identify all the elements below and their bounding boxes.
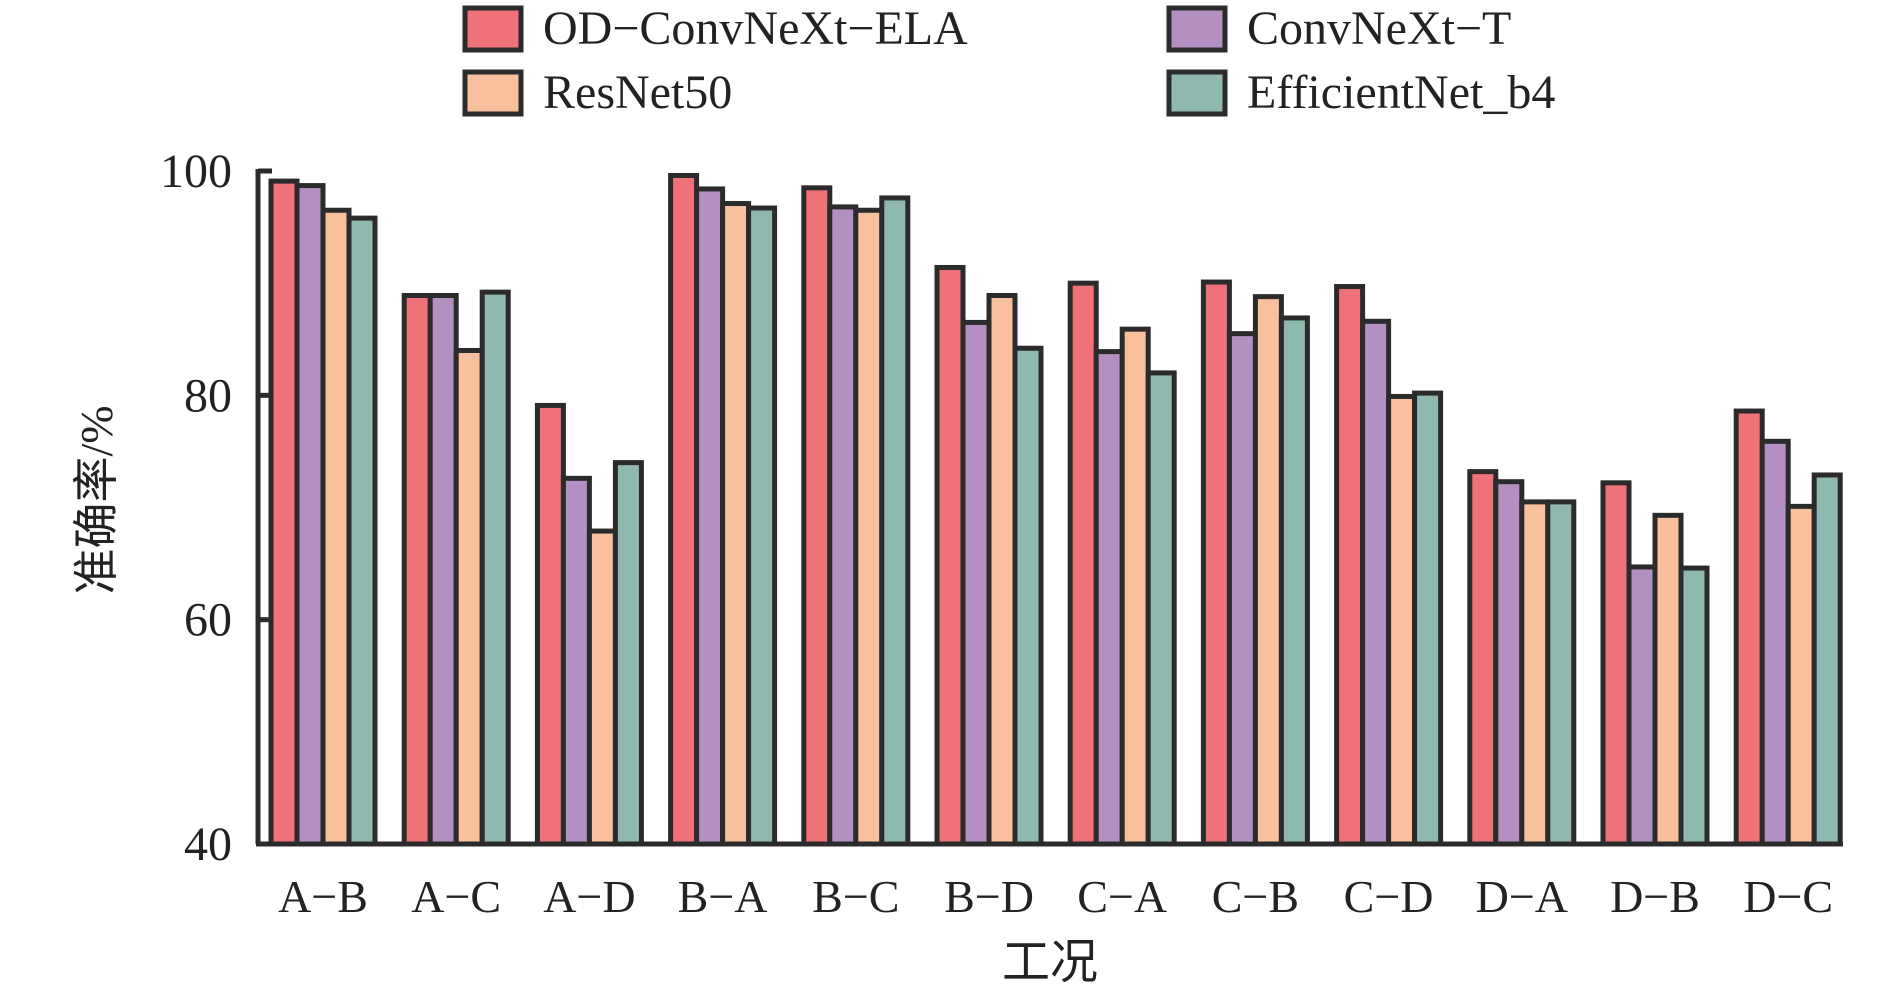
bar-B−C-OD−ConvNeXt−ELA (801, 185, 833, 847)
bar-A−B-ResNet50 (320, 207, 352, 847)
bar-A−D-ResNet50 (586, 528, 618, 847)
axes: A−B A−C A−D B−A B−C B−D C−A C−B C−D D−A D−B D−C 40 60… (160, 145, 1843, 922)
bar-B−A-ResNet50 (720, 201, 752, 847)
bar-D−A-EfficientNet_b4 (1545, 499, 1577, 847)
x-tick-label: C−D (1344, 871, 1434, 922)
y-axis-label: 准确率/% (71, 405, 122, 594)
bar-C−D-ConvNeXt−T (1360, 318, 1392, 847)
y-tick-label: 40 (184, 818, 232, 871)
y-tick-label: 60 (184, 594, 232, 647)
legend-swatch (462, 5, 524, 53)
bar-C−B-ResNet50 (1252, 294, 1284, 847)
bar-D−C-ConvNeXt−T (1759, 438, 1791, 847)
x-tick-label: A−B (278, 871, 368, 922)
bar-A−B-OD−ConvNeXt−ELA (268, 178, 300, 847)
bar-A−C-OD−ConvNeXt−ELA (401, 293, 433, 847)
bar-A−D-OD−ConvNeXt−ELA (534, 402, 566, 847)
bar-D−B-ResNet50 (1652, 512, 1684, 847)
x-tick-label: D−C (1743, 871, 1833, 922)
bar-C−A-ResNet50 (1119, 326, 1151, 847)
bar-D−C-EfficientNet_b4 (1811, 472, 1843, 847)
bar-C−D-ResNet50 (1386, 393, 1418, 847)
bar-B−D-ConvNeXt−T (960, 319, 992, 847)
legend-label: EfficientNet_b4 (1247, 66, 1555, 119)
bar-A−C-EfficientNet_b4 (479, 289, 511, 847)
legend-label: ConvNeXt−T (1247, 2, 1511, 55)
bar-C−B-ConvNeXt−T (1226, 331, 1258, 847)
bars (268, 172, 1843, 847)
bar-A−C-ConvNeXt−T (427, 293, 459, 847)
bar-D−B-EfficientNet_b4 (1678, 565, 1710, 847)
legend-swatch (1166, 69, 1228, 117)
bar-C−A-OD−ConvNeXt−ELA (1067, 280, 1099, 847)
x-tick-label: B−D (944, 871, 1034, 922)
x-axis-label: 工况 (1002, 936, 1098, 988)
bar-A−B-EfficientNet_b4 (346, 215, 378, 847)
bar-B−D-EfficientNet_b4 (1012, 345, 1044, 847)
bar-D−A-ResNet50 (1519, 499, 1551, 847)
legend-label: OD−ConvNeXt−ELA (543, 2, 968, 55)
legend-label: ResNet50 (543, 66, 732, 119)
bar-D−C-ResNet50 (1785, 503, 1817, 847)
bar-D−A-OD−ConvNeXt−ELA (1467, 469, 1499, 847)
bar-C−A-ConvNeXt−T (1093, 349, 1125, 847)
x-tick-label: C−A (1077, 871, 1167, 922)
x-tick-label: D−A (1476, 871, 1568, 922)
y-tick-label: 80 (184, 369, 232, 422)
legend-swatch (462, 69, 524, 117)
bar-D−B-ConvNeXt−T (1626, 564, 1658, 847)
bar-B−A-EfficientNet_b4 (746, 205, 778, 847)
bar-B−C-ConvNeXt−T (827, 204, 859, 847)
x-tick-label: B−A (678, 871, 768, 922)
x-tick-label: D−B (1610, 871, 1700, 922)
bar-D−A-ConvNeXt−T (1493, 479, 1525, 847)
bar-A−D-EfficientNet_b4 (612, 460, 644, 847)
bar-C−A-EfficientNet_b4 (1145, 370, 1177, 847)
bar-D−C-OD−ConvNeXt−ELA (1733, 408, 1765, 847)
bar-B−C-ResNet50 (853, 207, 885, 847)
y-tick-label: 100 (160, 145, 232, 198)
bar-A−D-ConvNeXt−T (560, 475, 592, 847)
bar-A−B-ConvNeXt−T (294, 183, 326, 847)
bar-C−D-EfficientNet_b4 (1412, 390, 1444, 847)
bar-B−C-EfficientNet_b4 (879, 195, 911, 847)
legend: OD−ConvNeXt−ELA ConvNeXt−T ResNet50 Efficie… (462, 2, 1555, 119)
bar-B−A-ConvNeXt−T (694, 186, 726, 847)
bar-B−A-OD−ConvNeXt−ELA (668, 172, 700, 847)
x-tick-label: A−D (543, 871, 635, 922)
bar-D−B-OD−ConvNeXt−ELA (1600, 480, 1632, 847)
bar-A−C-ResNet50 (453, 347, 485, 847)
bar-C−B-EfficientNet_b4 (1278, 315, 1310, 847)
bar-B−D-ResNet50 (986, 293, 1018, 847)
x-tick-label: B−C (812, 871, 899, 922)
bar-C−B-OD−ConvNeXt−ELA (1200, 279, 1232, 847)
bar-C−D-OD−ConvNeXt−ELA (1334, 284, 1366, 847)
x-tick-label: C−B (1212, 871, 1299, 922)
legend-swatch (1166, 5, 1228, 53)
x-tick-label: A−C (411, 871, 501, 922)
bar-B−D-OD−ConvNeXt−ELA (934, 264, 966, 847)
